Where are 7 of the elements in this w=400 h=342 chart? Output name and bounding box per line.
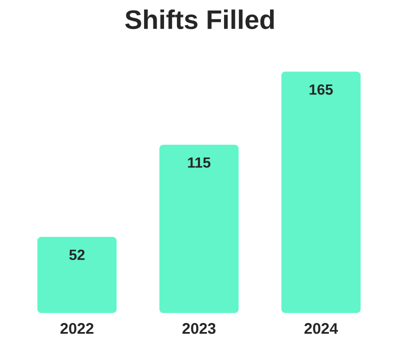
data-label: 115 — [188, 158, 210, 168]
chart-title: Shifts Filled — [125, 10, 274, 30]
x-tick-label: 2024 — [304, 323, 338, 334]
x-tick-label: 2022 — [60, 323, 94, 334]
data-label: 52 — [69, 250, 85, 260]
data-label: 165 — [310, 84, 333, 95]
x-tick-label: 2023 — [182, 323, 216, 334]
